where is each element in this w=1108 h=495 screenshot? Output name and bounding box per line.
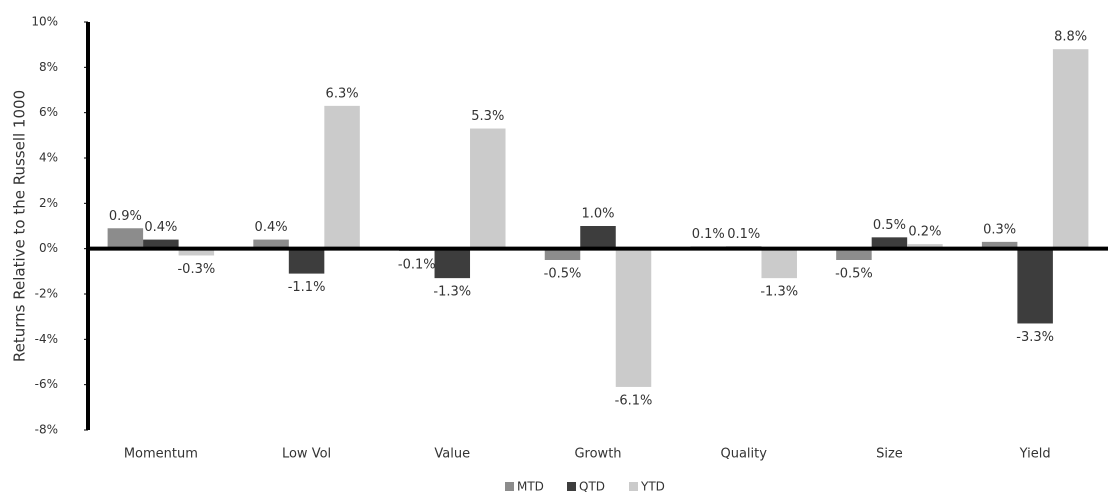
x-tick-label: Momentum	[124, 447, 198, 462]
data-label: 0.3%	[983, 222, 1016, 237]
bar	[761, 248, 797, 279]
bar	[580, 226, 616, 249]
legend-swatch	[505, 482, 514, 491]
data-label: 1.0%	[581, 207, 614, 222]
y-tick-label: 2%	[39, 196, 58, 210]
x-tick-label: Value	[434, 447, 470, 462]
legend-swatch	[567, 482, 576, 491]
y-tick-label: 10%	[31, 15, 58, 29]
data-label: -0.5%	[544, 267, 582, 282]
y-tick-label: 4%	[39, 151, 58, 165]
bar	[615, 248, 652, 387]
bar	[1017, 248, 1053, 324]
bar	[470, 128, 506, 249]
bar	[324, 105, 360, 249]
y-tick-label: 0%	[39, 241, 58, 255]
y-tick-label: -2%	[35, 287, 58, 301]
y-axis-label: Returns Relative to the Russell 1000	[11, 90, 29, 362]
bar	[178, 248, 215, 256]
y-tick-label: -4%	[35, 332, 58, 346]
data-label: 0.1%	[727, 227, 760, 242]
data-label: -6.1%	[615, 393, 653, 408]
data-label: -0.1%	[398, 257, 436, 272]
bar	[907, 244, 943, 249]
data-label: -1.1%	[288, 280, 326, 295]
data-label: -0.3%	[177, 262, 215, 277]
x-tick-label: Growth	[574, 447, 621, 462]
x-tick-label: Size	[876, 447, 903, 462]
data-label: 5.3%	[471, 109, 504, 124]
x-tick-label: Low Vol	[282, 447, 331, 462]
bar	[253, 239, 289, 249]
legend-label: QTD	[579, 480, 605, 494]
data-label: 0.5%	[873, 218, 906, 233]
bar	[143, 239, 179, 249]
data-label: -0.5%	[835, 267, 873, 282]
data-label: -1.3%	[760, 285, 798, 300]
y-tick-label: 6%	[39, 105, 58, 119]
data-label: -3.3%	[1016, 330, 1054, 345]
data-label: 6.3%	[326, 86, 359, 101]
x-tick-label: Quality	[720, 447, 767, 462]
x-tick-label: Yield	[1019, 447, 1051, 462]
data-label: 8.8%	[1054, 30, 1087, 45]
data-label: 0.4%	[255, 220, 288, 235]
bar	[1052, 49, 1089, 249]
y-tick-label: -6%	[35, 377, 58, 391]
data-label: 0.9%	[109, 209, 142, 224]
data-label: 0.2%	[908, 225, 941, 240]
legend-label: MTD	[517, 480, 544, 494]
y-tick-label: 8%	[39, 60, 58, 74]
legend-swatch	[629, 482, 638, 491]
legend-label: YTD	[640, 480, 665, 494]
data-label: 0.4%	[144, 220, 177, 235]
bar	[544, 248, 581, 260]
y-tick-label: -8%	[35, 423, 58, 437]
bar	[871, 237, 908, 249]
data-label: 0.1%	[692, 227, 725, 242]
bar	[434, 248, 471, 279]
bar	[836, 248, 872, 260]
bar	[981, 241, 1018, 249]
bar	[288, 248, 325, 274]
data-label: -1.3%	[433, 285, 471, 300]
bar	[107, 228, 144, 249]
